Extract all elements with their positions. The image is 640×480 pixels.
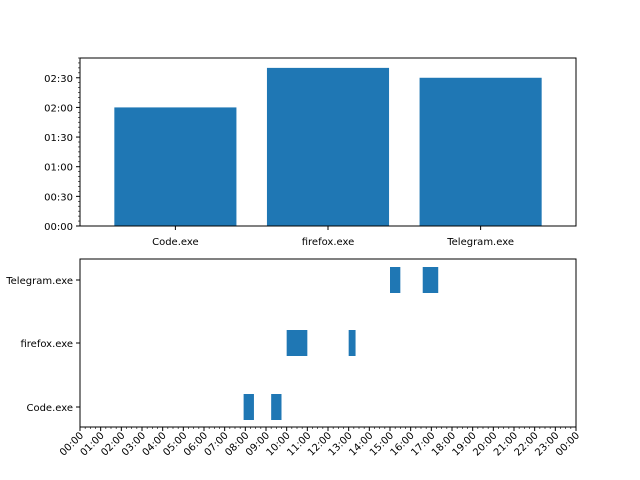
y-tick-label: 00:00 — [44, 222, 73, 233]
y-tick-label: 02:30 — [44, 74, 73, 85]
bar-chart: Code.exe firefox.exe Telegram.exe 00:00 00:3… — [44, 57, 577, 248]
activity-bar — [271, 394, 282, 420]
bar — [419, 77, 542, 226]
activity-bar — [390, 267, 401, 293]
y-tick-label: 01:30 — [44, 133, 73, 144]
y-tick-label: 02:00 — [44, 103, 73, 114]
timeline-chart: Code.exefirefox.exeTelegram.exe00:0001:0… — [5, 258, 582, 459]
y-tick-label: 00:30 — [44, 192, 73, 203]
x-tick-label: firefox.exe — [302, 237, 355, 248]
y-tick-label: Telegram.exe — [5, 276, 73, 287]
activity-bar — [422, 267, 439, 293]
activity-bar — [286, 330, 308, 356]
y-tick-label: firefox.exe — [20, 339, 73, 350]
activity-bar — [348, 330, 356, 356]
x-tick-label: Telegram.exe — [446, 237, 514, 248]
x-tick-label: 00:00 — [554, 430, 582, 458]
bar — [266, 67, 390, 226]
y-tick-label: Code.exe — [26, 403, 73, 414]
plot-frame — [79, 258, 577, 428]
activity-bar — [243, 394, 254, 420]
bar — [114, 107, 237, 226]
x-tick-label: Code.exe — [152, 237, 199, 248]
plot-frame — [79, 57, 577, 227]
y-tick-label: 01:00 — [44, 163, 73, 174]
